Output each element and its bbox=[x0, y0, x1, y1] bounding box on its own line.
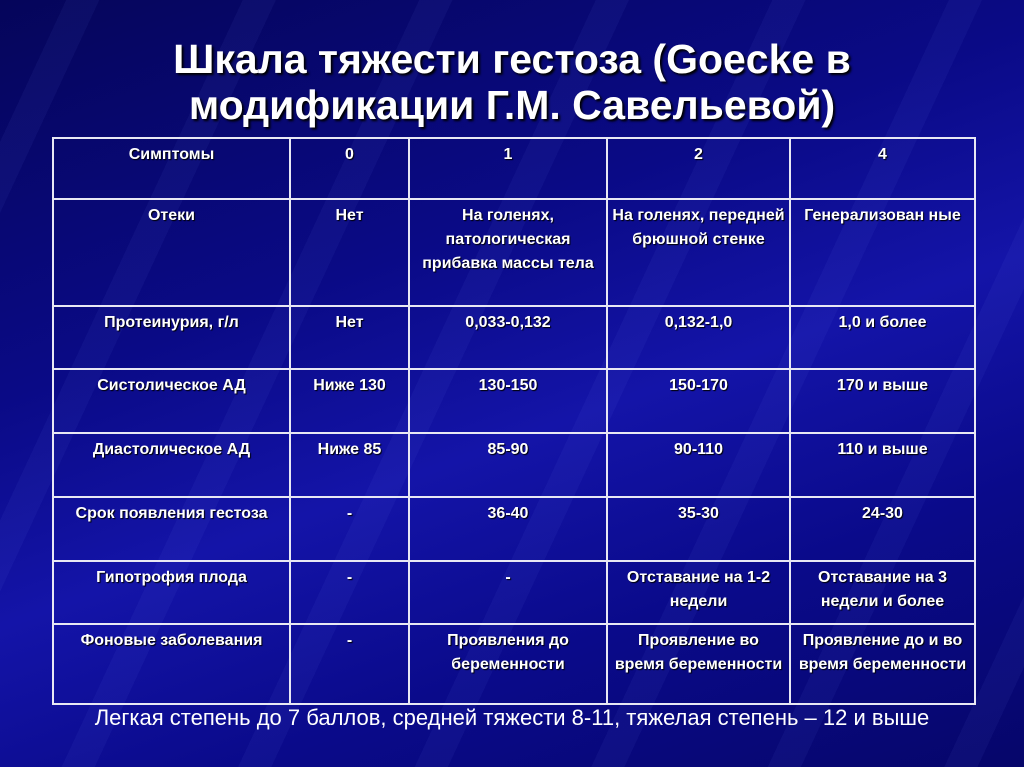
table-row: Диастолическое АД Ниже 85 85-90 90-110 110 и… bbox=[52, 432, 976, 498]
table-cell: Проявления до беременности bbox=[408, 623, 608, 705]
header-cell: 1 bbox=[408, 137, 608, 200]
table-cell: 110 и выше bbox=[789, 432, 976, 498]
table-cell: 36-40 bbox=[408, 496, 608, 562]
table-cell: 24-30 bbox=[789, 496, 976, 562]
slide-title: Шкала тяжести гестоза (Goecke в модифика… bbox=[0, 36, 1024, 128]
header-cell: Симптомы bbox=[52, 137, 291, 200]
table-cell: Проявление во время беременности bbox=[606, 623, 791, 705]
table-row: Протеинурия, г/л Нет 0,033-0,132 0,132-1,0 1… bbox=[52, 305, 976, 370]
table-header-row: Симптомы 0 1 2 4 bbox=[52, 137, 976, 200]
table-cell: Нет bbox=[289, 198, 410, 307]
table-row: Гипотрофия плода - - Отставание на 1-2 неде… bbox=[52, 560, 976, 625]
header-cell: 2 bbox=[606, 137, 791, 200]
table-cell: Генерализован ные bbox=[789, 198, 976, 307]
table-cell: 85-90 bbox=[408, 432, 608, 498]
gestosis-scale-table: Симптомы 0 1 2 4 Отеки Нет На голенях, патологи… bbox=[52, 137, 976, 705]
table-cell: Ниже 85 bbox=[289, 432, 410, 498]
table-cell: 90-110 bbox=[606, 432, 791, 498]
table-cell: - bbox=[289, 560, 410, 625]
table-cell: Отставание на 3 недели и более bbox=[789, 560, 976, 625]
table-cell: На голенях, передней брюшной стенке bbox=[606, 198, 791, 307]
table-row: Срок появления гестоза -36-40 35-30 24-30 bbox=[52, 496, 976, 562]
table-cell: 0,132-1,0 bbox=[606, 305, 791, 370]
table-cell: Диастолическое АД bbox=[52, 432, 291, 498]
table-row: Отеки Нет На голенях, патологическая приба… bbox=[52, 198, 976, 307]
table-cell: Проявление до и во время беременности bbox=[789, 623, 976, 705]
table-cell: 130-150 bbox=[408, 368, 608, 434]
table-cell: - bbox=[408, 560, 608, 625]
table-cell: - bbox=[289, 623, 410, 705]
table-cell: 0,033-0,132 bbox=[408, 305, 608, 370]
title-line-1: Шкала тяжести гестоза (Goecke в bbox=[173, 36, 851, 82]
table-cell: Протеинурия, г/л bbox=[52, 305, 291, 370]
table-cell: - bbox=[289, 496, 410, 562]
footer-note: Легкая степень до 7 баллов, средней тяже… bbox=[94, 705, 930, 730]
table-cell: 170 и выше bbox=[789, 368, 976, 434]
table-row: Систолическое АД Ниже 130 130-150 150-170 17… bbox=[52, 368, 976, 434]
table-cell: Гипотрофия плода bbox=[52, 560, 291, 625]
table-cell: Срок появления гестоза bbox=[52, 496, 291, 562]
table-cell: Нет bbox=[289, 305, 410, 370]
table-cell: Отставание на 1-2 недели bbox=[606, 560, 791, 625]
table-cell: Систолическое АД bbox=[52, 368, 291, 434]
table-cell: На голенях, патологическая прибавка масс… bbox=[408, 198, 608, 307]
header-cell: 0 bbox=[289, 137, 410, 200]
title-line-2: модификации Г.М. Савельевой) bbox=[188, 82, 836, 128]
table-cell: Фоновые заболевания bbox=[52, 623, 291, 705]
table-cell: 1,0 и более bbox=[789, 305, 976, 370]
table-row: Фоновые заболевания - Проявления до береме… bbox=[52, 623, 976, 705]
table-cell: Отеки bbox=[52, 198, 291, 307]
table-cell: 35-30 bbox=[606, 496, 791, 562]
header-cell: 4 bbox=[789, 137, 976, 200]
table-cell: Ниже 130 bbox=[289, 368, 410, 434]
table-cell: 150-170 bbox=[606, 368, 791, 434]
